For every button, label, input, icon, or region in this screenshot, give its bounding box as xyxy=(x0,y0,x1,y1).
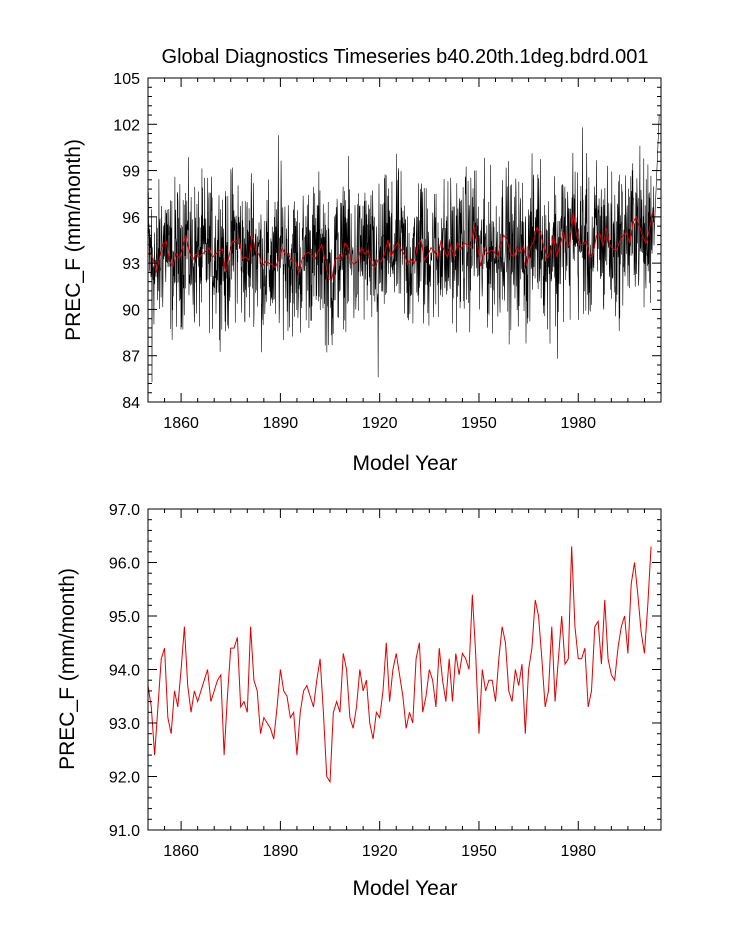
top-y-tick-label: 102 xyxy=(113,117,140,134)
bottom-y-tick-label: 92.0 xyxy=(109,770,140,787)
bottom-series-annual-mean xyxy=(147,546,652,784)
top-series-annual-mean xyxy=(149,212,654,281)
top-x-tick-label: 1890 xyxy=(263,415,299,432)
top-plot-area xyxy=(147,115,660,382)
bottom-chart: 1860 1890 1920 1950 1980 91.0 92.0 93.0 94.0 95.0… xyxy=(56,502,662,900)
top-x-tick-label: 1980 xyxy=(560,415,596,432)
top-y-tick-label: 87 xyxy=(122,349,140,366)
top-y-tick-label: 99 xyxy=(122,164,140,181)
top-x-tick-label: 1950 xyxy=(461,415,497,432)
bottom-y-tick-label: 96.0 xyxy=(109,556,140,573)
bottom-plot-frame xyxy=(147,508,662,831)
top-y-tick-label: 90 xyxy=(122,302,140,319)
top-x-tick-label: 1860 xyxy=(163,415,199,432)
bottom-x-tick-label: 1980 xyxy=(560,843,596,860)
top-series-monthly xyxy=(147,115,660,382)
bottom-x-tick-label: 1920 xyxy=(362,843,398,860)
bottom-axes: 1860 1890 1920 1950 1980 91.0 92.0 93.0 94.0 95.0… xyxy=(109,502,662,860)
bottom-y-tick-label: 95.0 xyxy=(109,609,140,626)
bottom-x-axis-label: Model Year xyxy=(352,877,457,900)
bottom-y-tick-label: 93.0 xyxy=(109,716,140,733)
top-x-tick-label: 1920 xyxy=(362,415,398,432)
bottom-x-tick-label: 1890 xyxy=(263,843,299,860)
top-y-tick-label: 93 xyxy=(122,256,140,273)
top-y-axis-label: PREC_F (mm/month) xyxy=(62,139,85,341)
top-y-tick-label: 84 xyxy=(122,395,140,412)
top-chart: 1860 1890 1920 1950 1980 84 87 90 93 96 99 102 105 M… xyxy=(62,71,662,475)
chart-title: Global Diagnostics Timeseries b40.20th.1… xyxy=(162,46,649,68)
bottom-x-tick-label: 1860 xyxy=(163,843,199,860)
top-x-axis-label: Model Year xyxy=(352,452,457,475)
bottom-y-axis-label: PREC_F (mm/month) xyxy=(56,568,79,770)
bottom-y-tick-label: 91.0 xyxy=(109,823,140,840)
top-y-tick-label: 96 xyxy=(122,210,140,227)
bottom-y-tick-label: 97.0 xyxy=(109,502,140,519)
bottom-plot-area xyxy=(147,546,652,784)
top-y-tick-label: 105 xyxy=(113,71,140,88)
top-plot-frame xyxy=(147,77,662,403)
top-axes: 1860 1890 1920 1950 1980 84 87 90 93 96 99 102 105 xyxy=(113,71,662,432)
bottom-x-tick-label: 1950 xyxy=(461,843,497,860)
bottom-y-tick-label: 94.0 xyxy=(109,663,140,680)
